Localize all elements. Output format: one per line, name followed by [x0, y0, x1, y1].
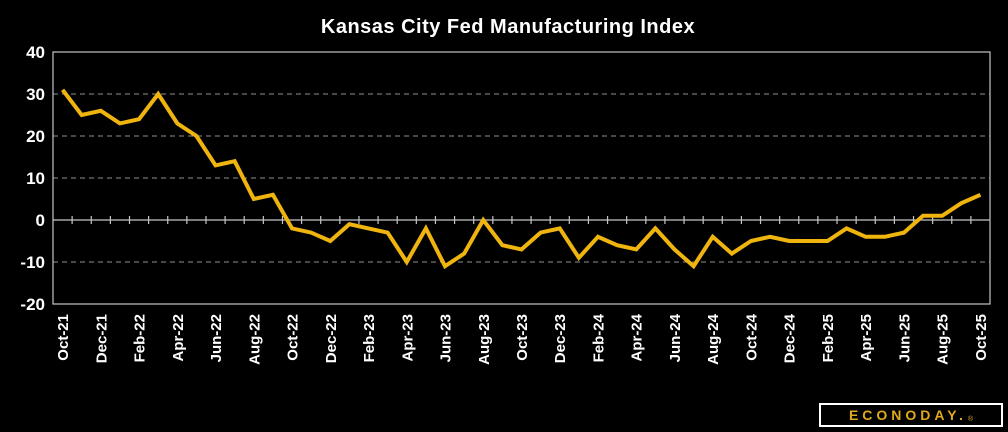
x-axis-label: Dec-24: [782, 313, 799, 363]
x-axis-label: Oct-22: [285, 314, 302, 361]
x-axis-label: Jun-23: [438, 314, 455, 362]
x-axis-label: Oct-24: [743, 313, 760, 360]
y-axis-label: -10: [20, 253, 45, 272]
x-axis-label: Aug-22: [246, 314, 263, 365]
y-axis-label: -20: [20, 295, 45, 314]
x-axis-label: Aug-24: [705, 313, 722, 364]
econoday-logo: ECONODAY. ®: [819, 403, 1003, 427]
x-axis-label: Dec-21: [93, 314, 110, 363]
chart-title: Kansas City Fed Manufacturing Index: [321, 16, 695, 38]
plot-border: [52, 51, 991, 305]
x-axis-label: Oct-23: [514, 314, 531, 361]
x-axis-label: Jun-22: [208, 314, 225, 362]
x-axis-label: Dec-23: [552, 314, 569, 363]
x-axis-label: Apr-24: [629, 313, 646, 361]
y-axis-label: 0: [36, 211, 45, 230]
y-axis-label: 20: [26, 127, 45, 146]
x-axis-label: Jun-25: [896, 314, 913, 362]
x-axis-label: Oct-21: [55, 314, 72, 361]
x-axis-label: Apr-23: [399, 314, 416, 362]
y-axis-label: 10: [26, 169, 45, 188]
plot-area: 40 30 20 10 0 -10 -20 Oct-21 Dec-21 Feb-22 Apr-22 J…: [20, 43, 991, 365]
x-axis-label: Feb-23: [361, 314, 378, 362]
x-axis-label: Aug-25: [935, 314, 952, 365]
x-axis-label: Apr-25: [858, 314, 875, 362]
y-axis-label: 30: [26, 85, 45, 104]
x-axis-label: Feb-24: [590, 313, 607, 362]
x-axis-label: Oct-25: [973, 314, 990, 361]
x-axis-label: Apr-22: [170, 314, 187, 362]
x-axis-label: Feb-22: [132, 314, 149, 362]
x-axis-label: Dec-22: [323, 314, 340, 363]
y-axis-label: 40: [26, 43, 45, 62]
econoday-logo-text: ECONODAY.: [848, 407, 967, 423]
x-axis-label: Feb-25: [820, 314, 837, 362]
data-line: [60, 88, 982, 270]
x-axis-label: Jun-24: [667, 313, 684, 362]
registered-trademark-icon: ®: [967, 415, 974, 423]
x-axis-label: Aug-23: [476, 314, 493, 365]
